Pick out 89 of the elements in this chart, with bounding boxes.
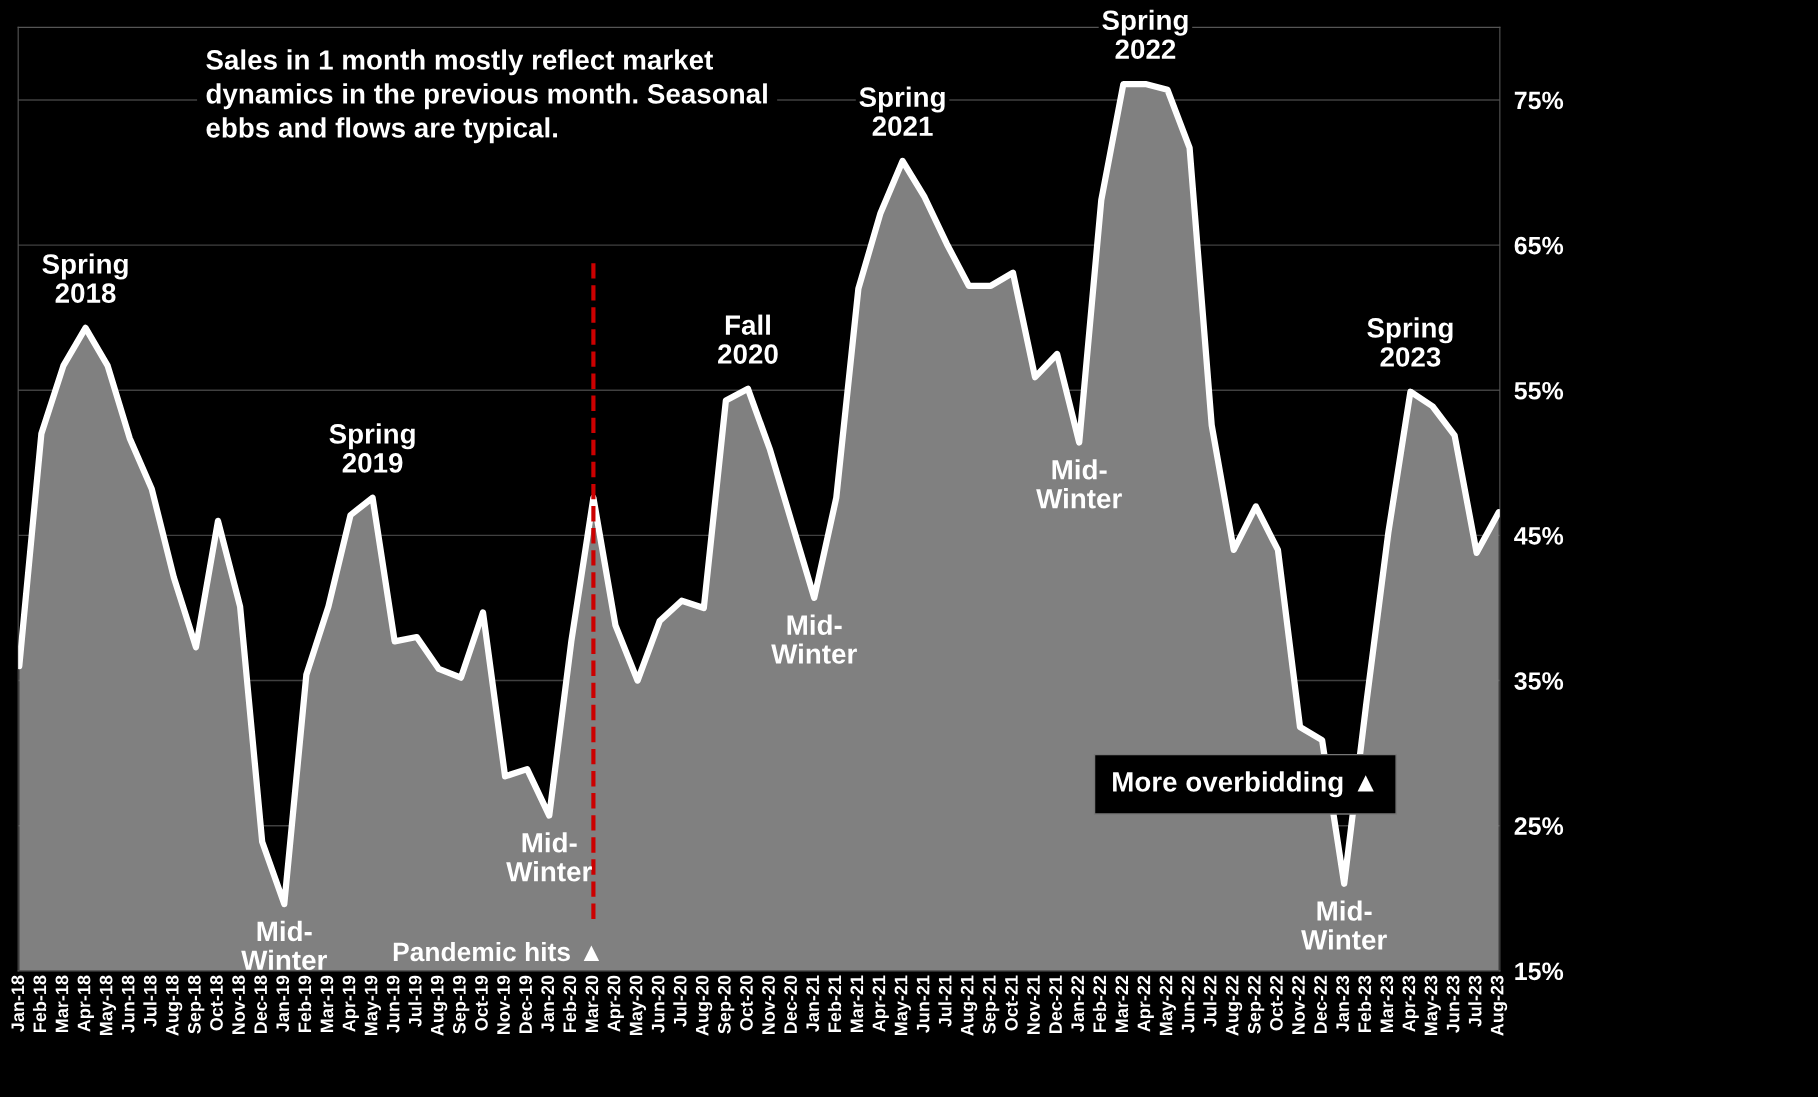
annotation: Fall 2020 (718, 314, 778, 364)
x-tick-label: Feb-19 (297, 975, 312, 1032)
x-tick-label: Feb-22 (1092, 975, 1107, 1032)
x-tick-label: Feb-18 (32, 975, 47, 1032)
y-tick-label: 55% (1514, 381, 1564, 400)
x-tick-label: May-23 (1424, 975, 1441, 1036)
annotation: Spring 2019 (329, 423, 415, 473)
x-tick-label: Apr-21 (872, 975, 889, 1032)
x-tick-label: Aug-18 (165, 975, 183, 1036)
x-tick-label: Oct-20 (740, 975, 753, 1031)
x-tick-label: Sep-20 (717, 975, 735, 1034)
annotation: Spring 2022 (1102, 9, 1188, 60)
annotation: Mid- Winter (1036, 459, 1122, 509)
x-tick-label: Apr-19 (342, 975, 359, 1032)
x-tick-label: Mar-22 (1115, 975, 1129, 1033)
x-tick-label: Apr-20 (607, 975, 624, 1032)
x-tick-label: Sep-19 (452, 975, 470, 1034)
x-tick-label: Dec-20 (784, 975, 797, 1034)
x-tick-label: May-20 (629, 975, 646, 1036)
x-tick-label: May-18 (99, 975, 117, 1036)
x-tick-label: Aug-22 (1225, 975, 1243, 1036)
x-tick-label: Jun-23 (1446, 975, 1460, 1033)
x-tick-label: Mar-18 (55, 975, 69, 1033)
x-tick-label: May-19 (364, 975, 381, 1036)
x-tick-label: Jan-19 (276, 975, 290, 1032)
x-tick-label: May-22 (1159, 975, 1176, 1036)
x-tick-label: Jun-18 (121, 975, 135, 1033)
x-tick-label: Mar-19 (320, 975, 334, 1033)
x-tick-label: Sep-21 (982, 975, 1000, 1034)
x-tick-label: Aug-21 (960, 975, 978, 1036)
x-tick-label: Apr-18 (77, 975, 94, 1032)
x-tick-label: Dec-21 (1049, 975, 1062, 1034)
x-tick-label: Jan-23 (1336, 975, 1350, 1032)
x-tick-label: Oct-19 (475, 975, 488, 1031)
x-tick-label: Jul-22 (1203, 975, 1217, 1027)
x-tick-label: Oct-22 (1269, 975, 1283, 1031)
x-tick-label: Jul-18 (143, 975, 157, 1027)
x-tick-label: Jul-21 (938, 975, 952, 1027)
x-tick-label: Nov-19 (497, 975, 510, 1035)
x-tick-label: Dec-19 (519, 975, 533, 1034)
annotation: Spring 2018 (42, 253, 128, 303)
x-tick-label: Jul-19 (408, 975, 422, 1027)
x-tick-label: Jan-22 (1071, 975, 1085, 1032)
y-tick-label: 65% (1514, 236, 1564, 255)
x-tick-label: Jul-23 (1468, 975, 1482, 1027)
x-tick-label: Nov-21 (1027, 975, 1040, 1035)
ref-line-label: Pandemic hits ▲ (393, 941, 600, 962)
x-tick-label: Jan-18 (11, 975, 25, 1032)
annotation: Spring 2021 (859, 86, 945, 137)
x-tick-label: Jun-19 (386, 975, 400, 1033)
x-tick-label: Aug-19 (430, 975, 448, 1036)
y-tick-label: 15% (1515, 962, 1564, 981)
x-tick-label: Mar-23 (1380, 975, 1394, 1033)
x-tick-label: Jan-21 (806, 975, 820, 1032)
annotation: Mid- Winter (1301, 900, 1387, 950)
x-tick-label: Nov-22 (1292, 975, 1305, 1035)
x-tick-label: Aug-20 (695, 975, 713, 1036)
annotation: Mid- Winter (506, 832, 592, 882)
x-tick-label: Jul-20 (673, 975, 687, 1027)
x-tick-label: Nov-18 (232, 975, 245, 1035)
x-tick-label: Feb-21 (827, 975, 842, 1032)
x-tick-label: Jun-20 (651, 975, 665, 1033)
x-tick-label: Mar-21 (850, 975, 864, 1033)
x-tick-label: May-21 (894, 975, 911, 1036)
x-tick-label: Feb-20 (562, 975, 577, 1032)
x-tick-label: Oct-18 (210, 975, 223, 1031)
x-tick-label: Sep-18 (188, 975, 205, 1034)
x-tick-label: Nov-20 (762, 975, 775, 1035)
x-tick-label: Dec-22 (1314, 975, 1327, 1034)
x-tick-label: Aug-23 (1490, 975, 1508, 1036)
y-tick-label: 35% (1514, 672, 1564, 690)
annotation: Sales in 1 month mostly reflect market dynamics in the previous month. Seasonal ebbs and flows are typical. (206, 49, 767, 144)
x-tick-label: Dec-18 (254, 975, 268, 1034)
y-tick-label: 45% (1514, 527, 1564, 545)
annotation: Spring 2023 (1367, 317, 1453, 367)
x-tick-label: Apr-23 (1402, 975, 1419, 1032)
annotation: Mid- Winter (771, 614, 857, 664)
annotation: More overbidding ▲ (1113, 771, 1374, 798)
x-tick-label: Jun-21 (916, 975, 930, 1033)
x-tick-label: Jan-20 (541, 975, 555, 1032)
y-tick-label: 75% (1514, 91, 1564, 110)
x-tick-label: Feb-23 (1357, 975, 1372, 1032)
x-tick-label: Oct-21 (1005, 975, 1018, 1031)
y-tick-label: 25% (1514, 817, 1564, 836)
x-tick-label: Jun-22 (1181, 975, 1195, 1033)
x-tick-label: Mar-20 (585, 975, 599, 1033)
x-tick-label: Apr-22 (1137, 975, 1154, 1032)
x-tick-label: Sep-22 (1247, 975, 1265, 1034)
annotation: Mid- Winter (241, 920, 327, 971)
